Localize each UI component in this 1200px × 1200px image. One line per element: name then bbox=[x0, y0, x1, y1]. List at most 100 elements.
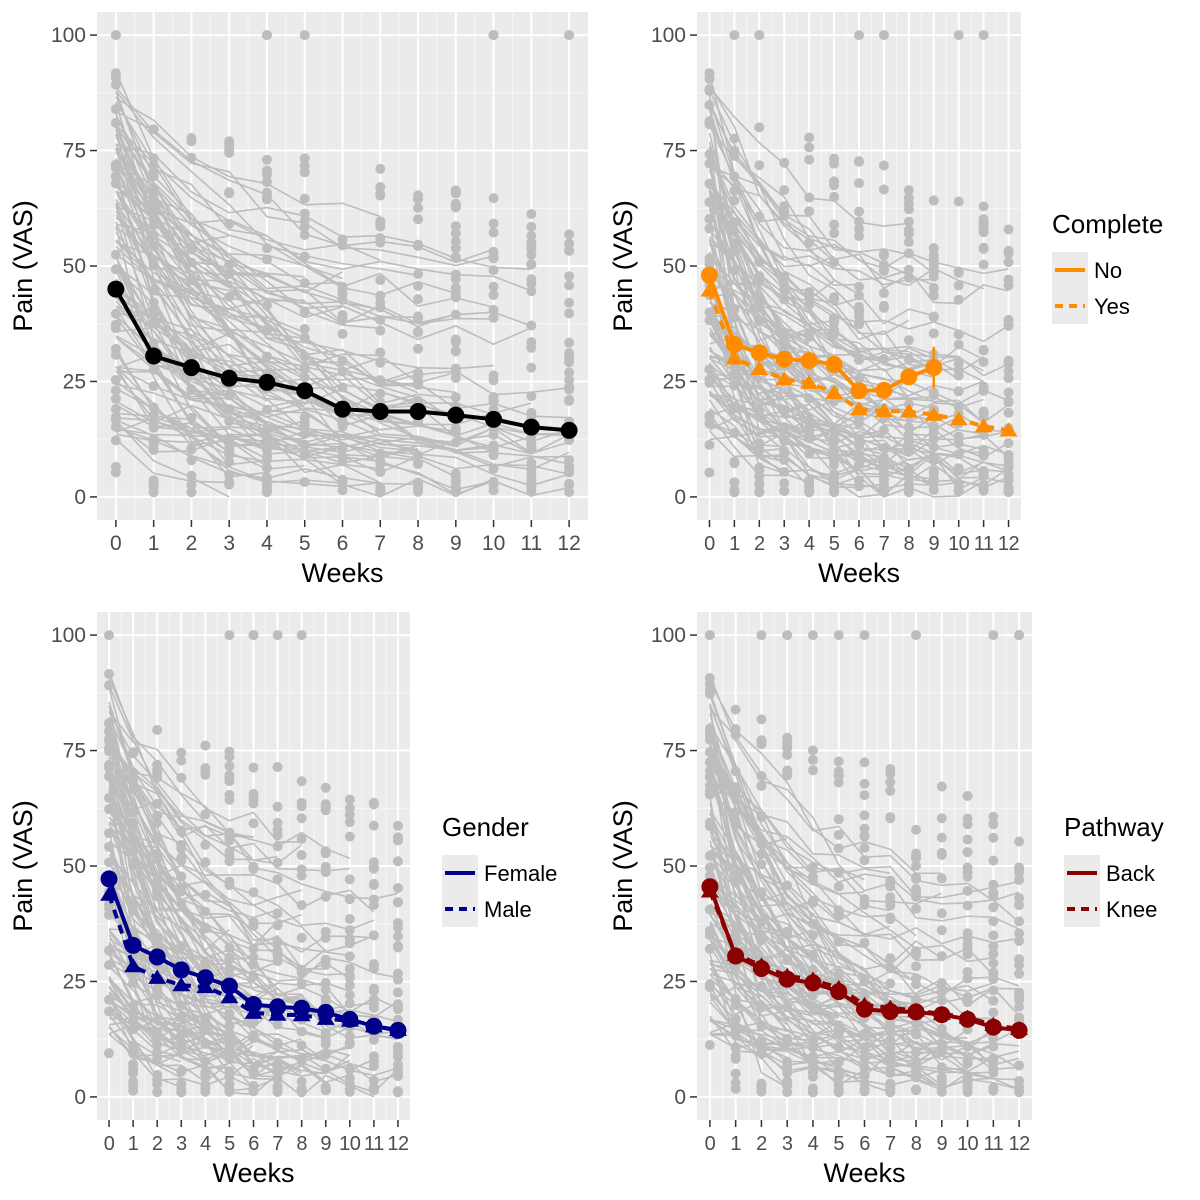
individual-point bbox=[911, 1047, 922, 1058]
x-tick-label: 3 bbox=[223, 532, 235, 555]
individual-point bbox=[878, 288, 889, 299]
individual-point bbox=[953, 386, 964, 397]
individual-line bbox=[709, 435, 985, 498]
data-point-triangle bbox=[268, 1006, 287, 1021]
individual-point bbox=[392, 1041, 403, 1052]
individual-point bbox=[829, 257, 840, 268]
individual-point bbox=[272, 841, 283, 852]
individual-point bbox=[988, 879, 999, 890]
x-tick-label: 11 bbox=[983, 1133, 1003, 1155]
individual-point bbox=[807, 745, 818, 756]
individual-point bbox=[148, 305, 159, 316]
individual-point bbox=[224, 456, 235, 467]
individual-point bbox=[928, 249, 939, 260]
individual-point bbox=[337, 284, 348, 295]
individual-line bbox=[115, 255, 230, 453]
individual-point bbox=[804, 414, 815, 425]
data-point-triangle bbox=[700, 883, 719, 898]
individual-point bbox=[936, 1076, 947, 1087]
individual-point bbox=[1014, 954, 1025, 965]
individual-point bbox=[200, 1015, 211, 1026]
individual-point bbox=[878, 473, 889, 484]
individual-point bbox=[320, 954, 331, 965]
individual-point bbox=[854, 317, 864, 328]
data-point-circle bbox=[447, 406, 465, 424]
individual-point bbox=[782, 1033, 793, 1044]
individual-point bbox=[804, 432, 815, 443]
individual-point bbox=[224, 259, 235, 270]
data-point-triangle bbox=[958, 1009, 977, 1024]
individual-point bbox=[704, 315, 715, 326]
individual-point bbox=[878, 250, 889, 261]
individual-line bbox=[708, 251, 934, 429]
x-tick-label: 12 bbox=[557, 532, 580, 555]
individual-point bbox=[375, 357, 386, 368]
data-point-triangle bbox=[924, 406, 943, 421]
x-tick-label: 11 bbox=[364, 1133, 384, 1155]
individual-point bbox=[953, 402, 964, 413]
individual-point bbox=[911, 950, 922, 961]
individual-point bbox=[488, 463, 499, 474]
x-tick-label: 0 bbox=[704, 533, 715, 555]
individual-point bbox=[261, 454, 272, 465]
individual-point bbox=[261, 154, 272, 165]
individual-point bbox=[804, 132, 815, 143]
individual-point bbox=[450, 185, 461, 196]
individual-point bbox=[704, 374, 715, 385]
individual-point bbox=[859, 1042, 870, 1053]
individual-point bbox=[1003, 407, 1014, 418]
individual-point bbox=[104, 959, 115, 970]
individual-line bbox=[709, 422, 810, 484]
individual-point bbox=[152, 724, 163, 735]
individual-point bbox=[450, 437, 461, 448]
individual-point bbox=[296, 850, 307, 861]
individual-point bbox=[296, 967, 307, 978]
legend-title: Pathway bbox=[1064, 812, 1164, 842]
individual-point bbox=[564, 280, 575, 291]
individual-line bbox=[115, 348, 305, 470]
individual-point bbox=[224, 761, 235, 772]
individual-point bbox=[224, 291, 235, 302]
x-tick-label: 8 bbox=[296, 1133, 307, 1155]
individual-point bbox=[704, 1040, 715, 1051]
data-point-triangle bbox=[778, 967, 797, 982]
individual-point bbox=[885, 953, 896, 964]
individual-point bbox=[526, 237, 537, 248]
individual-point bbox=[779, 157, 790, 168]
individual-point bbox=[804, 331, 815, 342]
individual-point bbox=[488, 289, 499, 300]
individual-point bbox=[885, 1065, 896, 1076]
individual-point bbox=[299, 324, 310, 335]
individual-point bbox=[1003, 438, 1014, 449]
x-tick-label: 9 bbox=[320, 1133, 331, 1155]
individual-point bbox=[368, 1075, 379, 1086]
individual-point bbox=[903, 483, 914, 494]
individual-point bbox=[320, 891, 331, 902]
individual-point bbox=[782, 929, 793, 940]
series-line bbox=[707, 274, 935, 393]
individual-point bbox=[859, 842, 870, 853]
data-point-triangle bbox=[850, 401, 868, 416]
individual-point bbox=[988, 930, 999, 941]
individual-point bbox=[564, 357, 575, 368]
individual-point bbox=[754, 271, 765, 282]
x-tick-label: 3 bbox=[176, 1133, 187, 1155]
individual-point bbox=[807, 1035, 818, 1046]
individual-line bbox=[108, 678, 327, 970]
individual-point bbox=[804, 237, 815, 248]
individual-line bbox=[709, 995, 917, 1062]
individual-point bbox=[272, 1066, 283, 1077]
individual-point bbox=[1014, 1060, 1025, 1071]
individual-point bbox=[962, 867, 973, 878]
individual-point bbox=[807, 930, 818, 941]
data-point-circle bbox=[148, 948, 166, 966]
individual-point bbox=[878, 425, 889, 436]
x-tick-label: 11 bbox=[974, 533, 994, 555]
individual-point bbox=[978, 447, 989, 458]
individual-point bbox=[128, 807, 139, 818]
individual-point bbox=[450, 221, 461, 232]
individual-point bbox=[110, 343, 121, 354]
individual-point bbox=[829, 228, 840, 239]
individual-point bbox=[962, 900, 973, 911]
individual-point bbox=[413, 214, 424, 225]
